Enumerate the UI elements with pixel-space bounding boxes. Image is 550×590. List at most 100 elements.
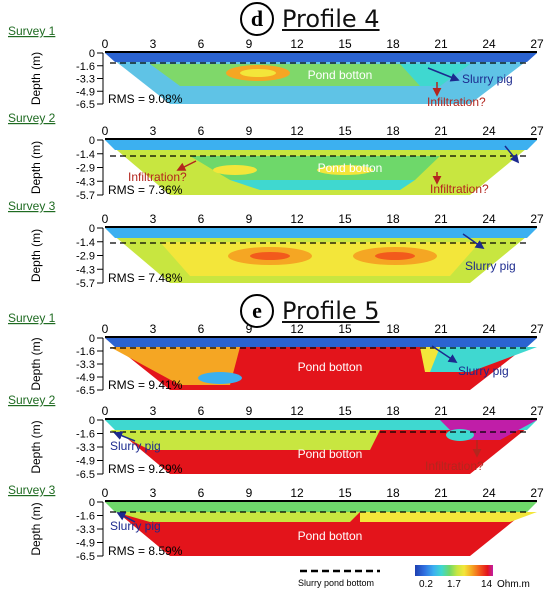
profile-d-title: Profile 4: [282, 5, 380, 33]
x-tick-label: 18: [386, 404, 400, 418]
depth-tick-label: -3.3: [76, 74, 95, 86]
depth-tick-label: -1.6: [76, 511, 95, 523]
x-tick-label: 0: [102, 322, 109, 336]
depth-tick-label: -4.3: [76, 264, 95, 276]
x-tick-label: 18: [386, 37, 400, 51]
depth-tick-label: -4.9: [76, 372, 95, 384]
x-tick-label: 24: [482, 486, 496, 500]
y-axis-label: Depth (m): [29, 229, 43, 282]
survey-label: Survey 3: [8, 483, 56, 497]
x-tick-label: 18: [386, 212, 400, 226]
x-tick-label: 24: [482, 322, 496, 336]
x-tick-label: 12: [290, 404, 304, 418]
depth-tick-label: -6.5: [76, 469, 95, 481]
x-tick-label: 3: [150, 404, 157, 418]
x-tick-label: 9: [246, 37, 253, 51]
survey-label: Survey 3: [8, 199, 56, 213]
panel-annotation: Slurry pig: [465, 259, 516, 273]
y-axis-label: Depth (m): [29, 141, 43, 194]
y-axis-label: Depth (m): [29, 502, 43, 555]
x-tick-label: 3: [150, 486, 157, 500]
x-tick-label: 0: [102, 37, 109, 51]
depth-tick-label: -1.6: [76, 346, 95, 358]
colorbar-tick-min: 0.2: [419, 579, 433, 590]
legend: Slurry pond bottom 0.2 1.7 14 Ohm.m: [298, 565, 530, 590]
depth-tick-label: 0: [89, 48, 95, 60]
depth-tick-label: 0: [89, 223, 95, 235]
depth-tick-label: -6.5: [76, 551, 95, 563]
panel-d-survey-2: [105, 138, 537, 195]
panel-annotation: Slurry pig: [458, 364, 509, 378]
colorbar-tick-max: 14: [481, 579, 493, 590]
panel-annotation: Pond botton: [298, 447, 363, 461]
panel-annotation: Slurry pig: [462, 72, 513, 86]
survey-label: Survey 2: [8, 393, 56, 407]
depth-tick-label: -2.9: [76, 163, 95, 175]
x-tick-label: 12: [290, 212, 304, 226]
panel-annotation: Slurry pig: [110, 519, 161, 533]
rms-value: RMS = 7.36%: [108, 183, 183, 197]
x-tick-label: 6: [198, 37, 205, 51]
y-axis-label: Depth (m): [29, 420, 43, 473]
x-tick-label: 21: [434, 404, 448, 418]
colorbar-tick-mid: 1.7: [447, 579, 461, 590]
x-tick-label: 9: [246, 486, 253, 500]
y-axis-label: Depth (m): [29, 337, 43, 390]
depth-tick-label: -4.3: [76, 176, 95, 188]
x-tick-label: 9: [246, 124, 253, 138]
x-tick-label: 15: [338, 486, 352, 500]
survey-label: Survey 1: [8, 311, 56, 325]
panel-annotation: Slurry pig: [110, 439, 161, 453]
panel-annotation: Pond botton: [308, 68, 373, 82]
profile-d-letter: d: [240, 2, 274, 36]
profile-d-heading: d Profile 4: [240, 2, 380, 36]
x-tick-label: 27: [530, 124, 544, 138]
profile-e-letter: e: [240, 294, 274, 328]
x-tick-label: 18: [386, 322, 400, 336]
x-tick-label: 3: [150, 322, 157, 336]
rms-value: RMS = 9.41%: [108, 378, 183, 392]
x-tick-label: 3: [150, 124, 157, 138]
x-tick-label: 27: [530, 322, 544, 336]
depth-tick-label: -1.6: [76, 429, 95, 441]
x-tick-label: 0: [102, 486, 109, 500]
panel-annotation: Pond botton: [318, 161, 383, 175]
x-tick-label: 12: [290, 322, 304, 336]
x-tick-label: 27: [530, 37, 544, 51]
x-tick-label: 0: [102, 212, 109, 226]
x-tick-label: 24: [482, 212, 496, 226]
x-tick-label: 27: [530, 404, 544, 418]
rms-value: RMS = 7.48%: [108, 271, 183, 285]
depth-tick-label: 0: [89, 135, 95, 147]
x-tick-label: 6: [198, 124, 205, 138]
panel-annotation: Pond botton: [298, 360, 363, 374]
x-tick-label: 18: [386, 124, 400, 138]
legend-line-label: Slurry pond bottom: [298, 578, 374, 588]
x-tick-label: 15: [338, 404, 352, 418]
panel-e-survey-1: [105, 336, 537, 390]
depth-tick-label: -1.6: [76, 61, 95, 73]
x-tick-label: 27: [530, 486, 544, 500]
x-tick-label: 6: [198, 212, 205, 226]
depth-tick-label: -6.5: [76, 99, 95, 111]
x-tick-label: 18: [386, 486, 400, 500]
panel-annotation: Infiltration?: [425, 459, 484, 473]
profile-e-title: Profile 5: [282, 297, 380, 325]
x-tick-label: 15: [338, 322, 352, 336]
x-tick-label: 24: [482, 37, 496, 51]
survey-label: Survey 2: [8, 111, 56, 125]
panel-e-survey-3: [105, 500, 537, 556]
x-tick-label: 12: [290, 37, 304, 51]
colorbar: [415, 565, 493, 576]
depth-tick-label: -4.9: [76, 456, 95, 468]
x-tick-label: 15: [338, 212, 352, 226]
x-tick-label: 21: [434, 37, 448, 51]
x-tick-label: 15: [338, 37, 352, 51]
x-tick-label: 0: [102, 124, 109, 138]
depth-tick-label: -1.4: [76, 149, 95, 161]
panel-d-survey-3: [105, 226, 537, 283]
panel-d-survey-1: [105, 51, 537, 104]
depth-tick-label: -2.9: [76, 251, 95, 263]
profile-e-heading: e Profile 5: [240, 294, 380, 328]
